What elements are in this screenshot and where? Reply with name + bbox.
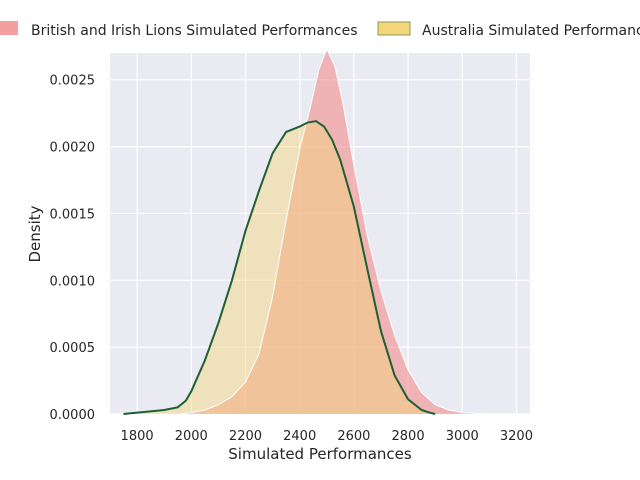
x-tick-label: 1800 xyxy=(121,429,154,444)
legend-swatch-australia xyxy=(377,21,411,36)
x-tick-label: 3200 xyxy=(500,429,533,444)
legend-label-australia: Australia Simulated Performances xyxy=(422,23,640,39)
density-areas xyxy=(123,47,517,415)
lions-density-line xyxy=(180,47,517,415)
legend: British and Irish Lions Simulated Perfor… xyxy=(0,21,640,39)
y-tick-label: 0.0010 xyxy=(50,274,96,289)
y-tick-label: 0.0015 xyxy=(50,207,96,222)
y-axis-label: Density xyxy=(26,205,44,262)
x-tick-label: 2400 xyxy=(283,429,316,444)
australia-density-line xyxy=(123,120,436,415)
legend-label-lions: British and Irish Lions Simulated Perfor… xyxy=(31,23,358,39)
x-tick-label: 2600 xyxy=(337,429,370,444)
x-tick-label: 3000 xyxy=(446,429,479,444)
y-tick-label: 0.0025 xyxy=(50,74,96,89)
y-tick-labels: 0.0000 0.0005 0.0010 0.0015 0.0020 0.0025 xyxy=(50,74,96,423)
x-tick-label: 2000 xyxy=(175,429,208,444)
x-tick-label: 2200 xyxy=(229,429,262,444)
y-tick-label: 0.0000 xyxy=(50,408,96,423)
x-tick-labels: 1800 2000 2200 2400 2600 2800 3000 3200 xyxy=(121,429,533,444)
x-tick-label: 2800 xyxy=(392,429,425,444)
y-tick-label: 0.0005 xyxy=(50,341,96,356)
y-tick-label: 0.0020 xyxy=(50,141,96,156)
legend-swatch-lions xyxy=(0,21,18,35)
lions-density-area xyxy=(180,48,517,415)
australia-density-area xyxy=(123,121,436,414)
x-axis-label: Simulated Performances xyxy=(228,445,412,463)
